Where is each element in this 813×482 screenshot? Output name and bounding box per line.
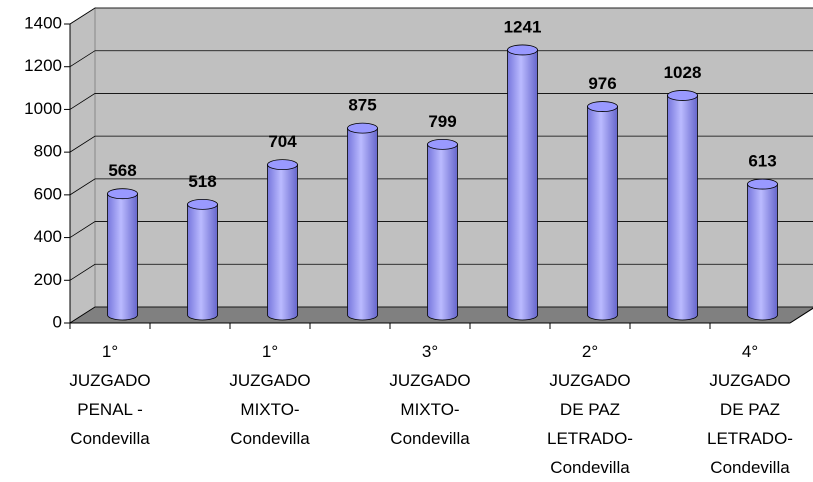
- y-tick-label: 600: [34, 184, 62, 203]
- side-wall: [69, 7, 96, 324]
- value-label: 518: [188, 172, 216, 191]
- bar: [187, 198, 218, 321]
- x-tick-label: 1° JUZGADO PENAL - Condevilla: [69, 342, 151, 448]
- value-label: 799: [428, 112, 456, 131]
- value-label: 568: [108, 161, 136, 180]
- grid-line: [69, 263, 813, 281]
- value-label: 1028: [664, 63, 702, 82]
- grid-line: [69, 7, 813, 25]
- grid-line: [69, 178, 813, 196]
- bar: [507, 44, 538, 321]
- y-tick-label: 200: [34, 270, 62, 289]
- y-tick-label: 0: [53, 312, 62, 331]
- x-axis-depth: [789, 307, 813, 324]
- value-label: 875: [348, 96, 376, 115]
- y-tick-label: 800: [34, 142, 62, 161]
- y-tick-label: 400: [34, 227, 62, 246]
- value-label: 613: [748, 152, 776, 171]
- x-tick-label: 3° JUZGADO MIXTO-Condevilla: [389, 342, 471, 448]
- bar: [267, 159, 298, 321]
- grid-line: [69, 135, 813, 153]
- bar: [667, 90, 698, 321]
- value-label: 1241: [504, 17, 542, 36]
- grid-line: [69, 221, 813, 238]
- x-tick-label: 4° JUZGADO DE PAZ LETRADO-Condevilla: [707, 342, 793, 477]
- x-tick-label: 1° JUZGADO MIXTO-Condevilla: [229, 342, 311, 448]
- grid-line: [69, 306, 813, 324]
- y-tick-label: 1200: [24, 56, 62, 75]
- y-tick-label: 1400: [24, 13, 62, 32]
- bar: [427, 138, 458, 321]
- grid-line: [69, 93, 813, 110]
- x-tick-label: 2° JUZGADO DE PAZ LETRADO-Condevilla: [547, 342, 633, 477]
- grid-line: [69, 50, 813, 68]
- bar: [747, 178, 778, 321]
- bar: [107, 188, 138, 321]
- bar: [587, 101, 618, 321]
- value-label: 704: [268, 132, 297, 151]
- bar: [347, 122, 378, 321]
- y-tick-label: 1000: [24, 99, 62, 118]
- value-label: 976: [588, 74, 616, 93]
